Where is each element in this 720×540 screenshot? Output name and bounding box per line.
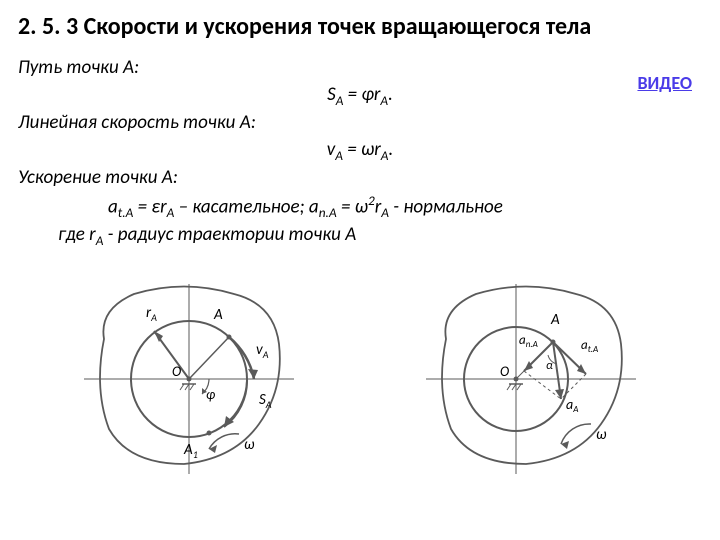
svg-text:SA: SA: [259, 391, 272, 411]
diagrams-row: rA A vA O φ SA A1 ω: [18, 269, 702, 479]
svg-text:O: O: [172, 363, 181, 380]
svg-text:ω: ω: [244, 436, 255, 454]
svg-text:α: α: [546, 359, 553, 373]
path-label: Путь точки А:: [18, 55, 702, 82]
accel-label: Ускорение точки А:: [18, 165, 702, 192]
svg-text:vA: vA: [256, 341, 269, 361]
svg-text:at.A: at.A: [581, 338, 598, 355]
accel-formula: at.A = εrA – касательное; an.A = ω2rA - …: [18, 192, 702, 223]
svg-text:A: A: [213, 306, 223, 324]
svg-text:φ: φ: [206, 386, 215, 403]
linear-formula: vA = ωrA.: [18, 137, 702, 165]
path-formula: SA = φrA.: [18, 82, 702, 110]
svg-text:ω: ω: [596, 426, 607, 444]
linear-label: Линейная скорость точки А:: [18, 110, 702, 137]
diagram-velocity: rA A vA O φ SA A1 ω: [74, 269, 304, 479]
svg-text:O: O: [500, 363, 509, 380]
svg-text:A: A: [550, 311, 560, 329]
video-link[interactable]: ВИДЕО: [637, 72, 692, 94]
svg-text:A1: A1: [183, 441, 198, 461]
svg-text:aA: aA: [566, 396, 578, 415]
section-title: 2. 5. 3 Скорости и ускорения точек враща…: [18, 12, 702, 41]
content-block: Путь точки А: SA = φrA. Линейная скорост…: [18, 55, 702, 251]
diagram-acceleration: A an.A at.A O aA α ω: [416, 269, 646, 479]
svg-text:rA: rA: [146, 304, 157, 324]
where-line: где rA - радиус траектории точки А: [18, 222, 702, 250]
svg-text:an.A: an.A: [519, 333, 538, 350]
